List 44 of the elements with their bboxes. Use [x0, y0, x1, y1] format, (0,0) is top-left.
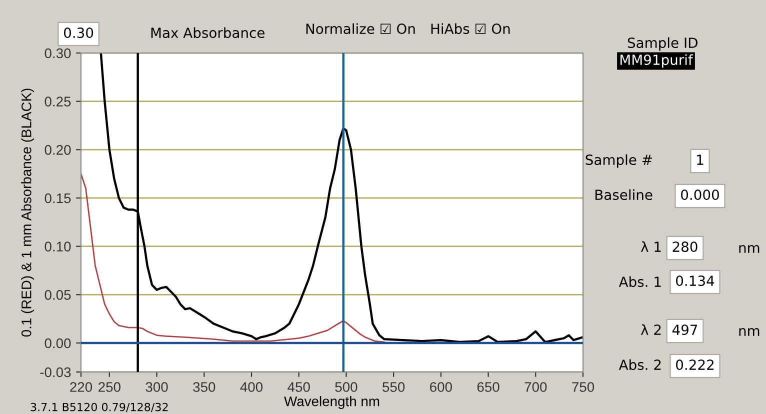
y-tick-label: 0.30: [44, 48, 71, 58]
text: 0.222: [676, 360, 714, 370]
text: MM91purif: [620, 54, 694, 68]
text: Max Absorbance: [151, 27, 264, 38]
y-tick-label: 0.25: [44, 96, 71, 107]
x-tick-label: 350: [193, 382, 216, 392]
text: λ 1: [640, 241, 661, 252]
x-axis-title: Wavelength nm: [284, 396, 380, 410]
y-tick-label: 0.15: [44, 193, 71, 204]
x-tick-label: 750: [572, 382, 594, 392]
x-tick-label: 220: [70, 382, 92, 392]
y-tick-label: 0.00: [44, 338, 71, 348]
x-tick-label: 300: [146, 382, 168, 392]
text: 0.30: [64, 28, 94, 38]
text: 3.7.1 B5120 0.79/128/32: [30, 402, 168, 412]
x-tick-label: 250: [98, 382, 120, 392]
x-tick-label: 500: [335, 382, 358, 392]
x-tick-label: 600: [430, 382, 452, 392]
text: 280: [672, 242, 698, 252]
y-axis-title: 0.1 (RED) & 1 mm Absorbance (BLACK): [21, 88, 34, 337]
text: nm: [739, 245, 760, 253]
text: 0.134: [676, 276, 714, 286]
text: 1: [697, 154, 704, 165]
text: nm: [739, 328, 760, 336]
x-tick-label: 550: [382, 382, 405, 392]
text: HiAbs ☑ On: [431, 23, 510, 34]
text: Sample #: [586, 154, 652, 168]
text: 0.000: [681, 190, 719, 200]
x-tick-label: 450: [288, 382, 310, 392]
text: 497: [672, 324, 698, 336]
text: Sample ID: [628, 37, 698, 51]
x-tick-label: 650: [477, 382, 500, 392]
x-tick-label: 400: [240, 382, 263, 392]
y-tick-label: -0.03: [40, 367, 71, 378]
y-tick-label: 0.05: [44, 290, 71, 300]
x-tick-label: 700: [524, 382, 547, 392]
text: λ 2: [640, 324, 661, 335]
text: Baseline: [595, 189, 652, 200]
y-tick-label: 0.20: [44, 145, 71, 155]
line-series: [81, 173, 385, 343]
text: Abs. 1: [618, 276, 661, 288]
text: Normalize ☑ On: [306, 23, 415, 34]
y-tick-label: 0.10: [44, 242, 71, 252]
text: Abs. 2: [618, 359, 661, 370]
